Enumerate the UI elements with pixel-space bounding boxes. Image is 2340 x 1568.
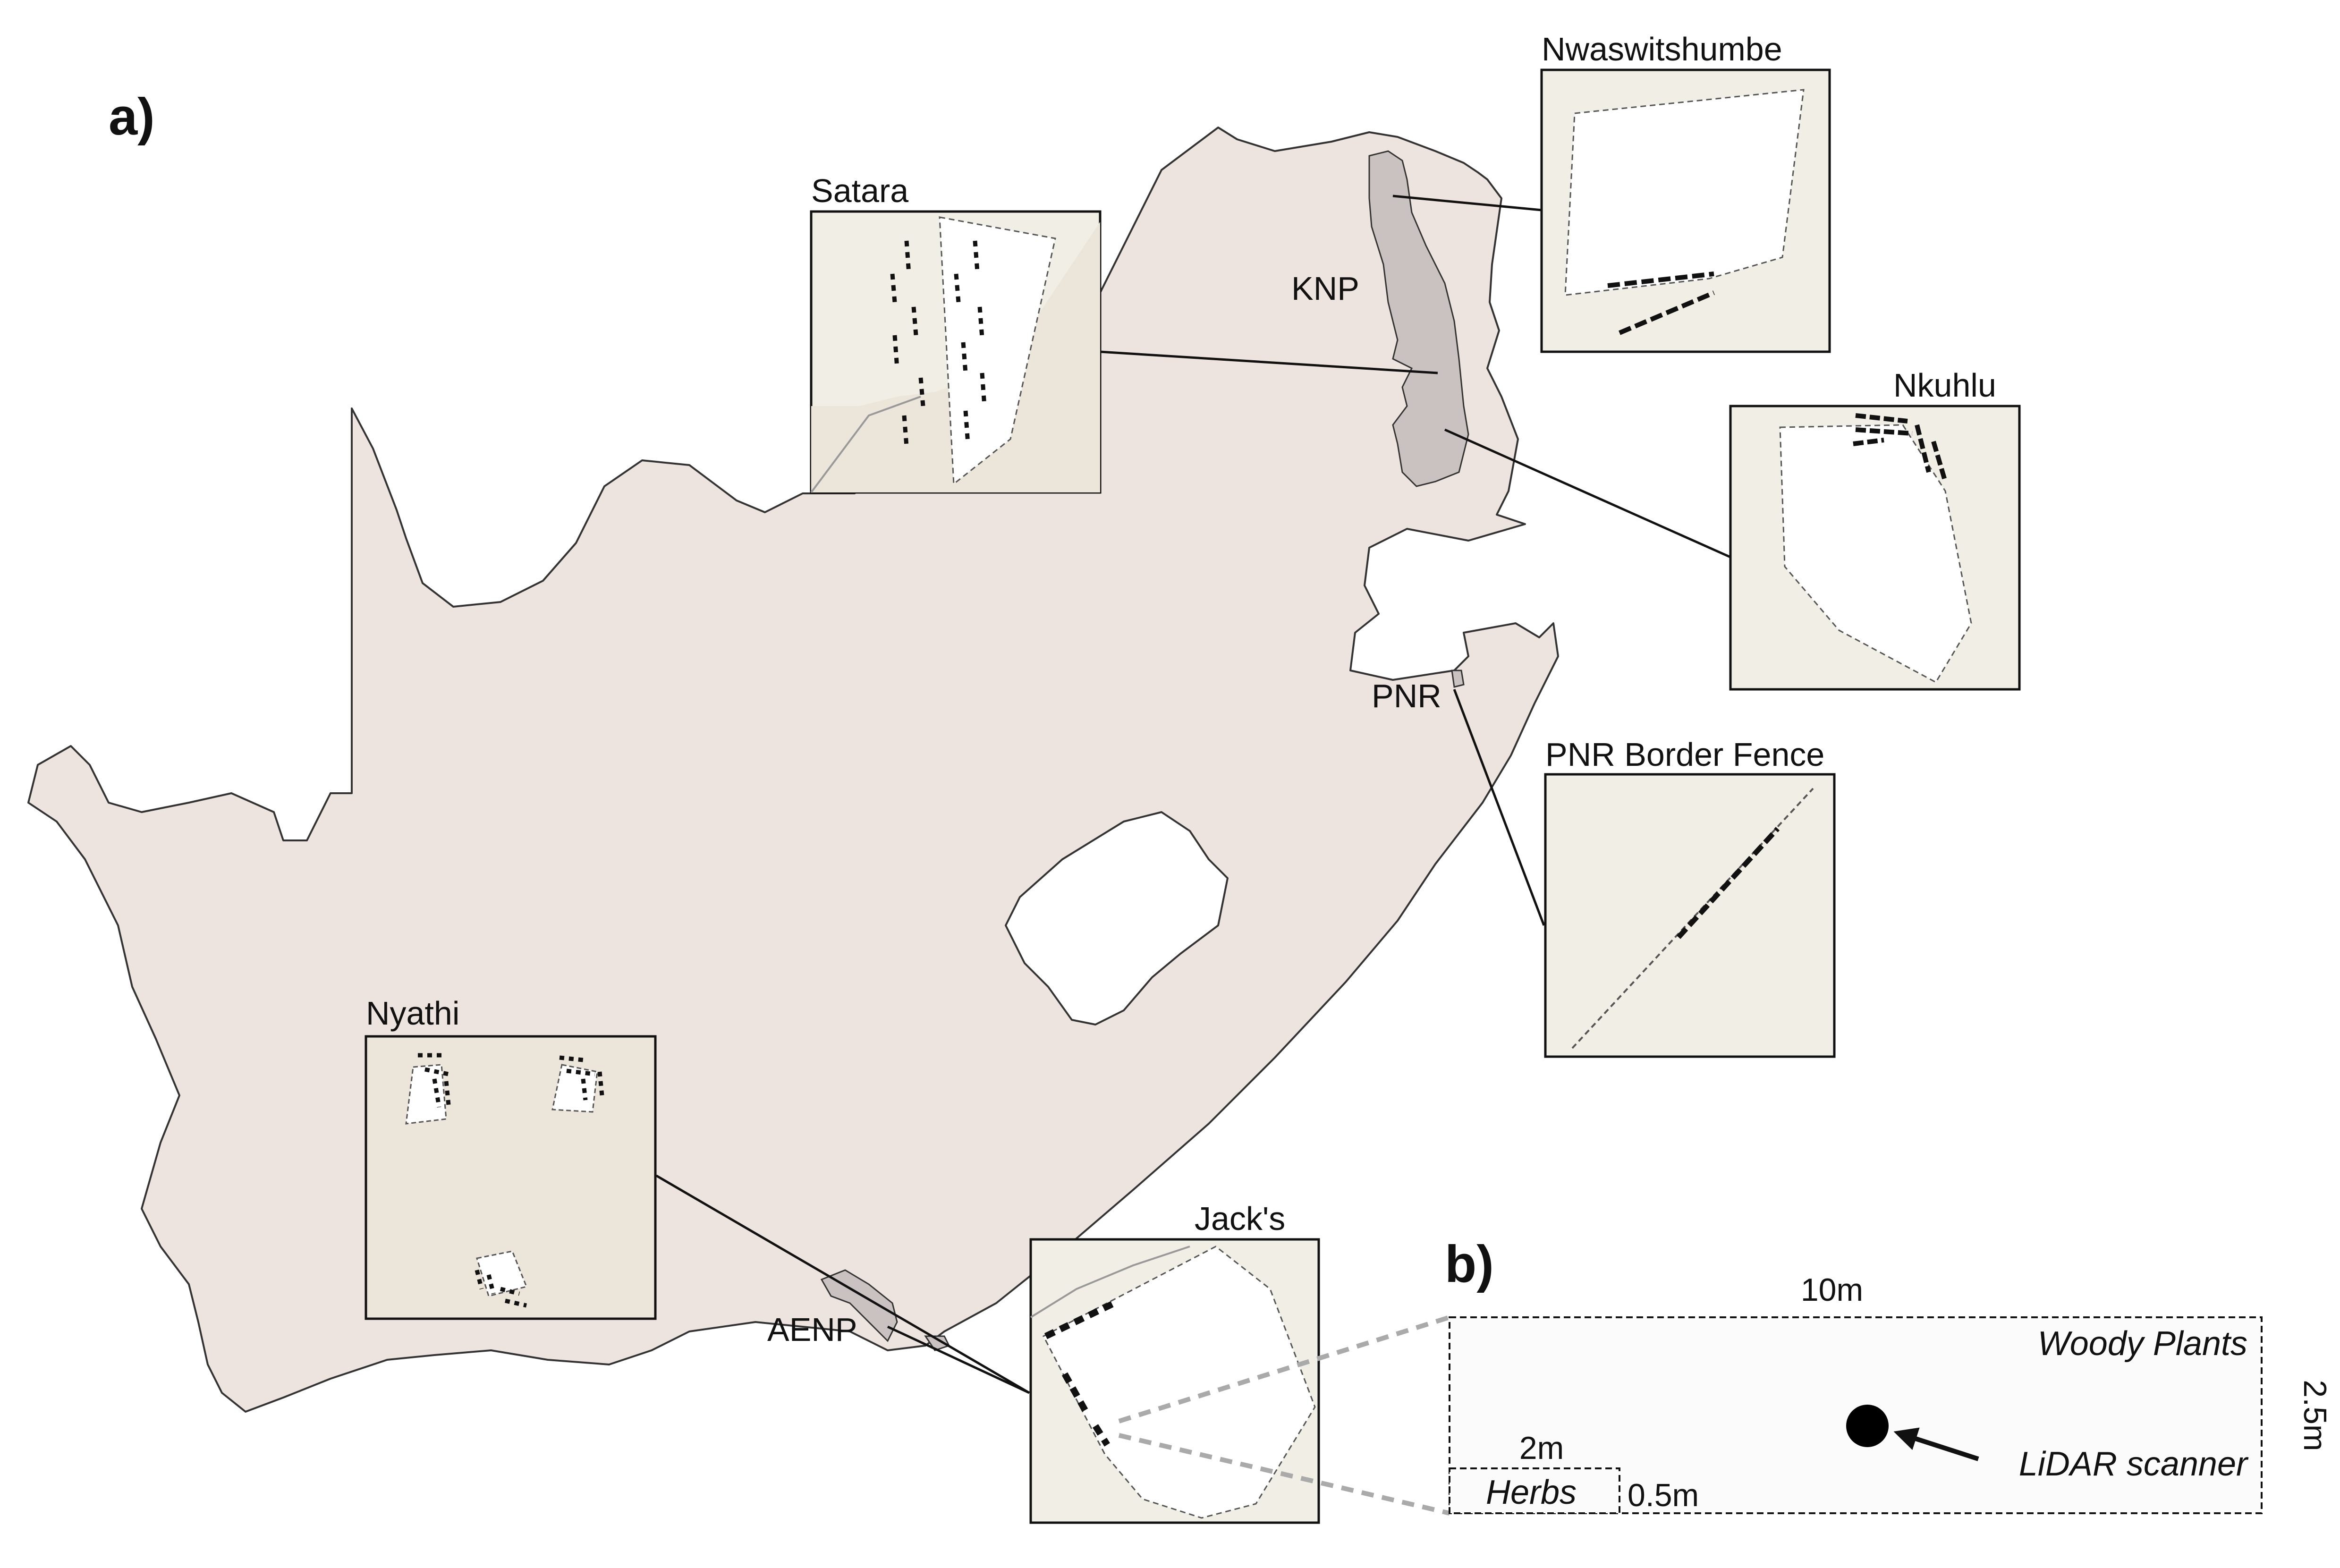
aenp-label: AENP	[767, 1311, 857, 1348]
connector-lines	[655, 195, 1731, 1394]
inset-nwaswitshumbe: Nwaswitshumbe	[1540, 31, 1831, 353]
inset-pnr-fence-transects	[1676, 827, 1780, 939]
inset-jacks: Jack's	[1029, 1200, 1320, 1524]
inset-pnr-fence-line	[1571, 788, 1814, 1049]
inset-satara-boundary	[810, 396, 921, 493]
connector-nyathi	[655, 1174, 1030, 1394]
lidar-scanner-label: LiDAR scanner	[2019, 1445, 2249, 1483]
herb-length-label: 2m	[1519, 1430, 1564, 1466]
inset-nyathi-plot-1	[405, 1064, 447, 1125]
aenp-region	[820, 1269, 898, 1342]
lesotho	[1005, 811, 1229, 1026]
inset-pnr-fence: PNR Border Fence	[1544, 736, 1836, 1058]
panel-b-label: b)	[1445, 1235, 1494, 1293]
connector-pnr	[1453, 689, 1545, 926]
inset-nkuhlu: Nkuhlu	[1729, 367, 2021, 691]
inset-title-jacks: Jack's	[1195, 1200, 1285, 1237]
inset-title-nwaswitshumbe: Nwaswitshumbe	[1542, 31, 1782, 68]
herbs-label: Herbs	[1486, 1474, 1577, 1511]
inset-title-nkuhlu: Nkuhlu	[1893, 367, 1996, 404]
inset-nyathi: Nyathi	[365, 995, 657, 1320]
connector-aenp	[887, 1325, 1030, 1394]
herb-plot-rect	[1449, 1467, 1620, 1514]
inset-satara-transects	[890, 240, 987, 447]
inset-nkuhlu-plot-area	[1779, 424, 1972, 683]
inset-nwaswitshumbe-transects	[1607, 271, 1715, 335]
connector-nwaswitshumbe	[1392, 195, 1542, 212]
pnr-region	[1451, 670, 1465, 688]
inset-satara-land-edge	[811, 222, 1100, 492]
inset-jacks-boundary	[1030, 1246, 1190, 1318]
inset-nwaswitshumbe-plot-area	[1564, 89, 1805, 296]
south-africa-land	[27, 127, 1559, 1413]
connector-satara	[1100, 350, 1438, 374]
herb-width-label: 0.5m	[1628, 1477, 1699, 1513]
inset-jacks-plot-area	[1042, 1246, 1316, 1519]
inset-nyathi-transects	[418, 1053, 604, 1308]
woody-width-label: 2.5m	[2297, 1380, 2333, 1451]
inset-title-pnr-fence: PNR Border Fence	[1545, 736, 1824, 773]
panel-a-label: a)	[109, 88, 155, 146]
inset-jacks-transects	[1044, 1300, 1116, 1447]
knp-label: KNP	[1291, 270, 1359, 307]
knp-region	[1368, 150, 1469, 487]
woody-plants-label: Woody Plants	[2038, 1325, 2247, 1363]
connector-nkuhlu	[1444, 428, 1731, 559]
zoom-lines	[1118, 1315, 1450, 1516]
lidar-scanner-arrow	[1893, 1427, 1979, 1461]
inset-nyathi-plot-2	[551, 1064, 598, 1113]
inset-satara: Satara	[810, 172, 1102, 494]
inset-satara-plot-area	[939, 216, 1056, 485]
woody-length-label: 10m	[1801, 1272, 1863, 1308]
lidar-scanner-marker	[1846, 1405, 1889, 1447]
inset-title-satara: Satara	[811, 172, 908, 209]
pnr-label: PNR	[1372, 678, 1441, 714]
inset-title-nyathi: Nyathi	[366, 995, 459, 1032]
inset-nkuhlu-transects	[1853, 413, 1948, 483]
inset-pnr-fence-frame	[1544, 773, 1836, 1058]
